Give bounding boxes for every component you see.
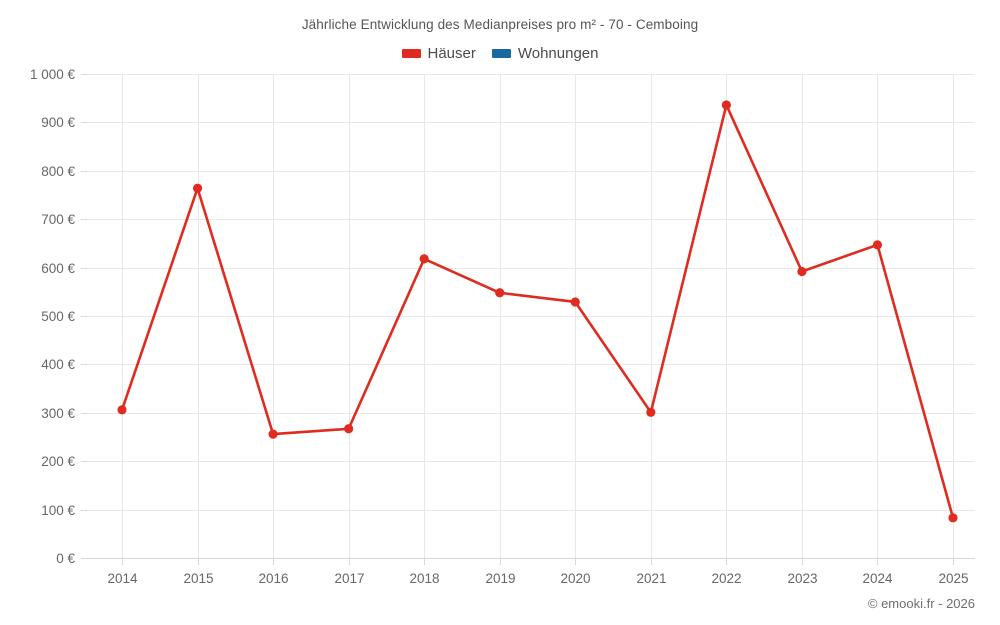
x-axis-tick-label: 2017 <box>334 571 364 586</box>
data-point[interactable] <box>948 513 958 523</box>
y-axis-tick-label: 0 € <box>56 551 75 566</box>
legend-item-wohnungen[interactable]: Wohnungen <box>491 45 599 62</box>
x-axis-tick-label: 2020 <box>560 571 590 586</box>
data-point[interactable] <box>721 100 731 110</box>
y-axis-tick-label: 200 € <box>41 454 75 469</box>
y-axis-tick-label: 100 € <box>41 503 75 518</box>
copyright-credit: © emooki.fr - 2026 <box>867 596 975 611</box>
data-point[interactable] <box>872 240 883 250</box>
y-axis-tick-label: 600 € <box>41 261 75 276</box>
data-point[interactable] <box>646 407 656 417</box>
x-axis-tick-label: 2024 <box>862 571 893 586</box>
legend-label-haeuser: Häuser <box>427 45 476 62</box>
data-point[interactable] <box>268 429 278 439</box>
y-axis-tick-label: 800 € <box>41 164 75 179</box>
legend-swatch-wohnungen <box>491 49 511 58</box>
x-axis-tick-label: 2014 <box>107 571 138 586</box>
legend-item-haeuser[interactable]: Häuser <box>401 45 476 62</box>
x-axis-tick-label: 2023 <box>787 571 817 586</box>
data-point[interactable] <box>344 424 354 434</box>
legend-label-wohnungen: Wohnungen <box>517 45 599 62</box>
data-point[interactable] <box>419 254 429 264</box>
y-axis-tick-label: 300 € <box>41 406 75 421</box>
legend-swatch-haeuser <box>401 49 421 58</box>
x-axis-tick-label: 2021 <box>636 571 666 586</box>
x-axis-tick-label: 2025 <box>938 571 968 586</box>
data-point[interactable] <box>570 297 580 307</box>
y-axis-tick-label: 700 € <box>41 212 75 227</box>
data-point[interactable] <box>495 288 505 298</box>
x-axis-tick-label: 2018 <box>409 571 439 586</box>
x-axis-tick-label: 2016 <box>258 571 288 586</box>
y-axis-tick-label: 500 € <box>41 309 75 324</box>
chart-title: Jährliche Entwicklung des Medianpreises … <box>301 17 699 32</box>
data-point[interactable] <box>192 183 203 193</box>
y-axis-tick-label: 400 € <box>41 357 75 372</box>
data-point[interactable] <box>117 405 127 415</box>
x-axis-tick-label: 2015 <box>183 571 213 586</box>
x-axis-tick-label: 2019 <box>485 571 515 586</box>
chart-legend: Häuser Wohnungen <box>0 45 1000 62</box>
data-point[interactable] <box>797 266 807 277</box>
series-line-0 <box>120 103 955 520</box>
y-axis-tick-label: 900 € <box>41 115 75 130</box>
y-axis-tick-label: 1 000 € <box>30 67 76 82</box>
x-axis-tick-label: 2022 <box>711 571 741 586</box>
